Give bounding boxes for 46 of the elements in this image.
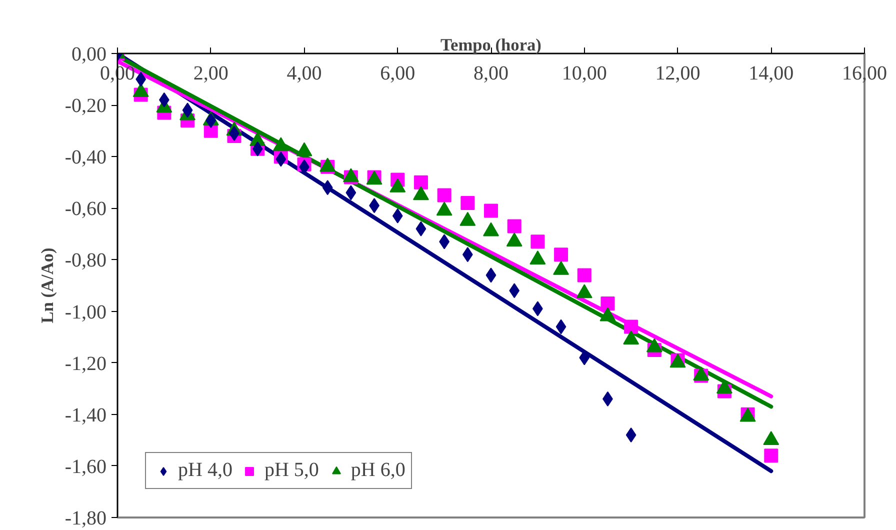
y-tick-label: -1,80: [64, 508, 107, 530]
point: [392, 208, 403, 224]
point: [554, 248, 568, 262]
y-tick-label: -1,60: [64, 456, 107, 478]
y-tick-label: 0,00: [72, 44, 106, 66]
point: [577, 268, 592, 282]
point: [182, 102, 193, 118]
point: [764, 448, 778, 463]
legend-label: pH 4,0: [178, 459, 232, 482]
point: [414, 175, 428, 190]
legend-label: pH 6,0: [350, 459, 406, 482]
x-tick-label: 4,00: [286, 62, 322, 84]
y-tick-label: -0,40: [64, 146, 107, 169]
y-tick-label: -1,20: [64, 352, 107, 375]
point: [486, 268, 496, 283]
point: [346, 185, 356, 200]
point: [626, 428, 636, 443]
y-tick-label: -0,60: [64, 198, 107, 220]
x-axis-title: Tempo (hora): [440, 36, 542, 54]
point: [437, 188, 452, 202]
point: [462, 247, 473, 262]
point: [530, 234, 545, 249]
x-tick-label: 12,00: [655, 62, 700, 84]
point: [507, 219, 522, 234]
x-tick-label: 10,00: [562, 62, 607, 84]
point: [206, 113, 216, 128]
y-tick-label: -0,80: [64, 250, 107, 272]
point: [556, 319, 566, 334]
x-tick-label: 8,00: [474, 62, 508, 84]
x-tick-label: 6,00: [380, 62, 416, 84]
point: [416, 221, 426, 236]
x-tick-label: 14,00: [748, 62, 794, 84]
legend-label: pH 5,0: [264, 459, 319, 482]
y-axis-title: Ln (A/Ao): [38, 247, 57, 324]
y-tick-label: -0,20: [64, 95, 107, 118]
y-tick-label: -1,40: [64, 404, 107, 426]
point: [600, 296, 615, 311]
point: [136, 72, 146, 87]
x-tick-label: 2,00: [193, 62, 228, 84]
point: [624, 320, 638, 334]
point: [509, 283, 520, 298]
y-tick-label: -1,00: [64, 301, 107, 324]
point: [276, 152, 286, 167]
point: [322, 180, 333, 196]
point: [484, 204, 498, 218]
point: [460, 196, 475, 210]
